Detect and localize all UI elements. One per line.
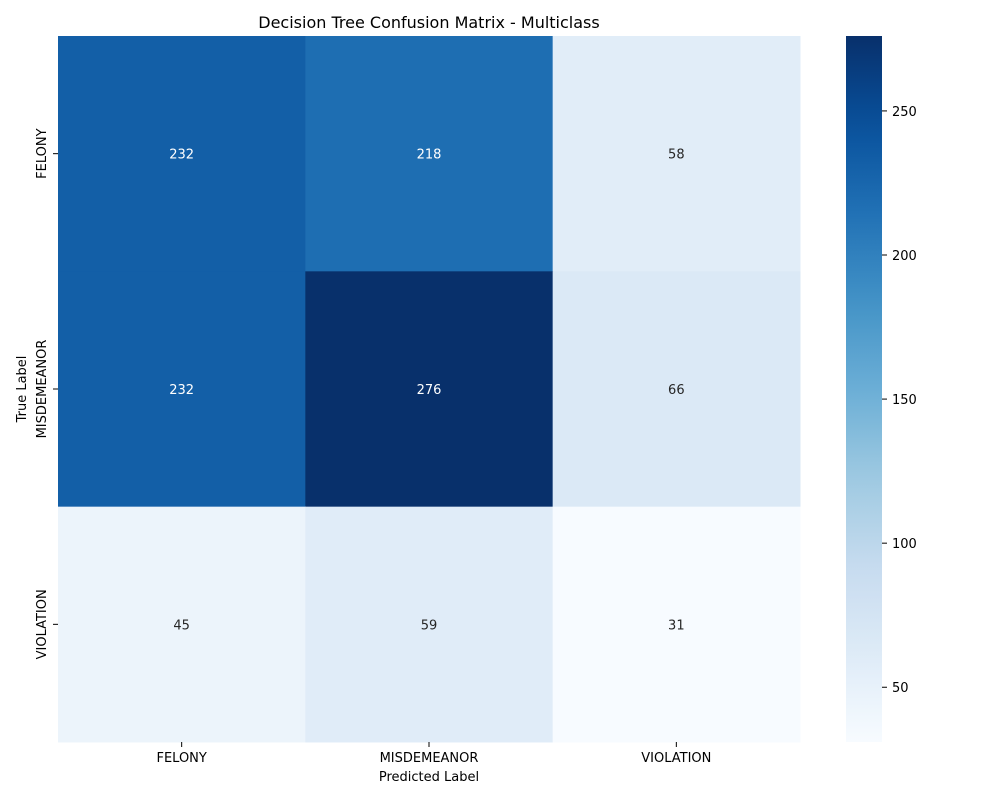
colorbar-tick-label: 250 — [892, 105, 917, 120]
y-tick-label: FELONY — [35, 128, 50, 178]
heatmap-cell — [552, 36, 801, 272]
heatmap-cells — [58, 36, 801, 743]
x-tick-label: MISDEMEANOR — [380, 751, 479, 766]
cell-value-label: 232 — [169, 148, 194, 163]
cell-value-label: 45 — [173, 618, 190, 633]
colorbar-gradient — [846, 36, 882, 742]
heatmap-cell — [305, 271, 554, 508]
x-axis-ticks: FELONY MISDEMEANOR VIOLATION — [156, 742, 711, 766]
y-tick-label: VIOLATION — [35, 589, 50, 659]
colorbar-tick-label: 50 — [892, 681, 909, 696]
y-axis-label: True Label — [15, 356, 30, 424]
heatmap-cell — [58, 271, 306, 508]
colorbar-tick-label: 150 — [892, 393, 917, 408]
cell-value-label: 31 — [668, 618, 685, 633]
x-tick-label: FELONY — [156, 751, 206, 766]
cell-value-label: 66 — [668, 383, 685, 398]
cell-value-label: 58 — [668, 148, 685, 163]
cell-value-label: 218 — [417, 148, 442, 163]
heatmap-cell — [58, 506, 306, 743]
x-tick-label: VIOLATION — [641, 751, 711, 766]
heatmap-cell-labels: 232 218 58 232 276 66 45 59 31 — [169, 148, 684, 634]
x-axis-label: Predicted Label — [379, 770, 479, 785]
heatmap-cell — [305, 506, 554, 743]
cell-value-label: 276 — [417, 383, 442, 398]
y-tick-label: MISDEMEANOR — [35, 340, 50, 439]
cell-value-label: 59 — [421, 618, 438, 633]
heatmap-cell — [305, 36, 554, 272]
colorbar-tick-label: 200 — [892, 249, 917, 264]
chart-title: Decision Tree Confusion Matrix - Multicl… — [258, 13, 599, 32]
y-axis-ticks: FELONY MISDEMEANOR VIOLATION — [35, 128, 58, 659]
colorbar-tick-label: 100 — [892, 537, 917, 552]
cell-value-label: 232 — [169, 383, 194, 398]
colorbar: 50 100 150 200 250 — [846, 36, 917, 742]
heatmap-cell — [552, 506, 801, 743]
heatmap-cell — [58, 36, 306, 272]
heatmap-cell — [552, 271, 801, 508]
